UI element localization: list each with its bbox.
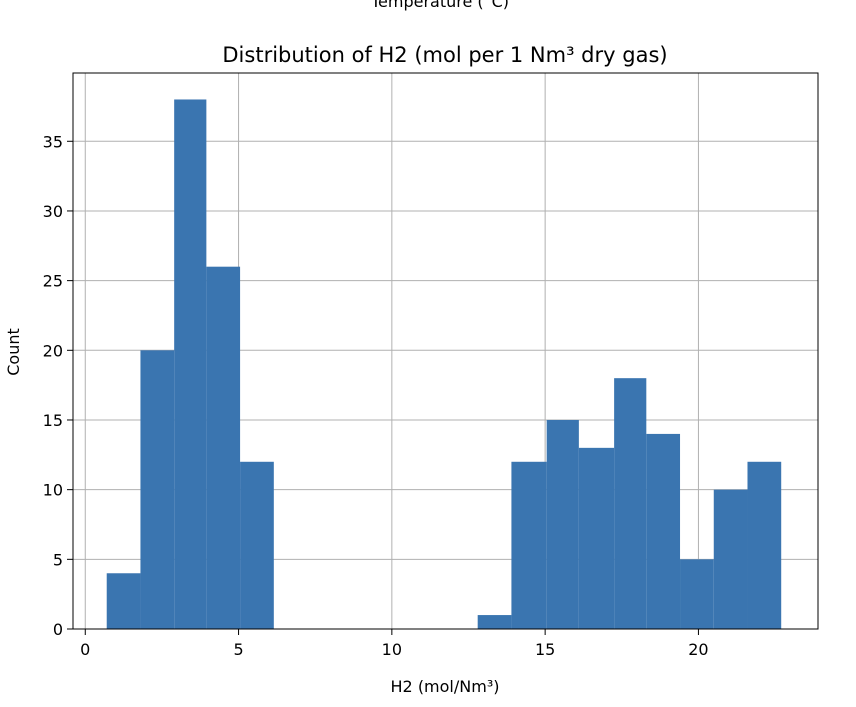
histogram-bar-10 bbox=[646, 433, 681, 629]
histogram-bar-13 bbox=[747, 461, 782, 629]
histogram-bars bbox=[106, 99, 782, 629]
x-axis-label: H2 (mol/Nm³) bbox=[391, 677, 500, 696]
histogram-bar-4 bbox=[240, 461, 274, 629]
y-tick-label-0: 0 bbox=[53, 620, 63, 639]
x-tick-label-2: 10 bbox=[382, 640, 402, 659]
x-tick-label-0: 0 bbox=[80, 640, 90, 659]
histogram-bar-5 bbox=[477, 615, 512, 629]
y-tick-label-6: 30 bbox=[43, 202, 63, 221]
y-axis-label: Count bbox=[4, 328, 23, 376]
x-tick-label-4: 20 bbox=[688, 640, 708, 659]
histogram-bar-9 bbox=[614, 378, 647, 629]
histogram-bar-12 bbox=[713, 489, 748, 629]
y-tick-label-2: 10 bbox=[43, 481, 63, 500]
histogram-bar-2 bbox=[174, 99, 207, 629]
cropped-previous-chart-label: Temperature (°C) bbox=[370, 0, 509, 11]
histogram-bar-3 bbox=[206, 266, 241, 629]
histogram-bar-7 bbox=[546, 419, 579, 629]
histogram-bar-11 bbox=[680, 559, 714, 629]
y-tick-label-1: 5 bbox=[53, 550, 63, 569]
y-tick-label-4: 20 bbox=[43, 341, 63, 360]
plot-area-frame bbox=[72, 72, 819, 630]
histogram-bar-6 bbox=[511, 461, 547, 629]
x-tick-label-3: 15 bbox=[535, 640, 555, 659]
y-tick-label-7: 35 bbox=[43, 132, 63, 151]
histogram-bar-1 bbox=[140, 350, 175, 629]
y-tick-label-3: 15 bbox=[43, 411, 63, 430]
x-axis-ticks: 0 5 10 15 20 bbox=[80, 629, 709, 659]
y-tick-label-5: 25 bbox=[43, 272, 63, 291]
histogram-bar-0 bbox=[106, 573, 141, 629]
histogram-bar-8 bbox=[578, 447, 615, 629]
y-axis-ticks: 0 5 10 15 20 25 30 35 bbox=[43, 132, 73, 639]
chart-title: Distribution of H2 (mol per 1 Nm³ dry ga… bbox=[222, 43, 667, 67]
x-tick-label-1: 5 bbox=[233, 640, 243, 659]
